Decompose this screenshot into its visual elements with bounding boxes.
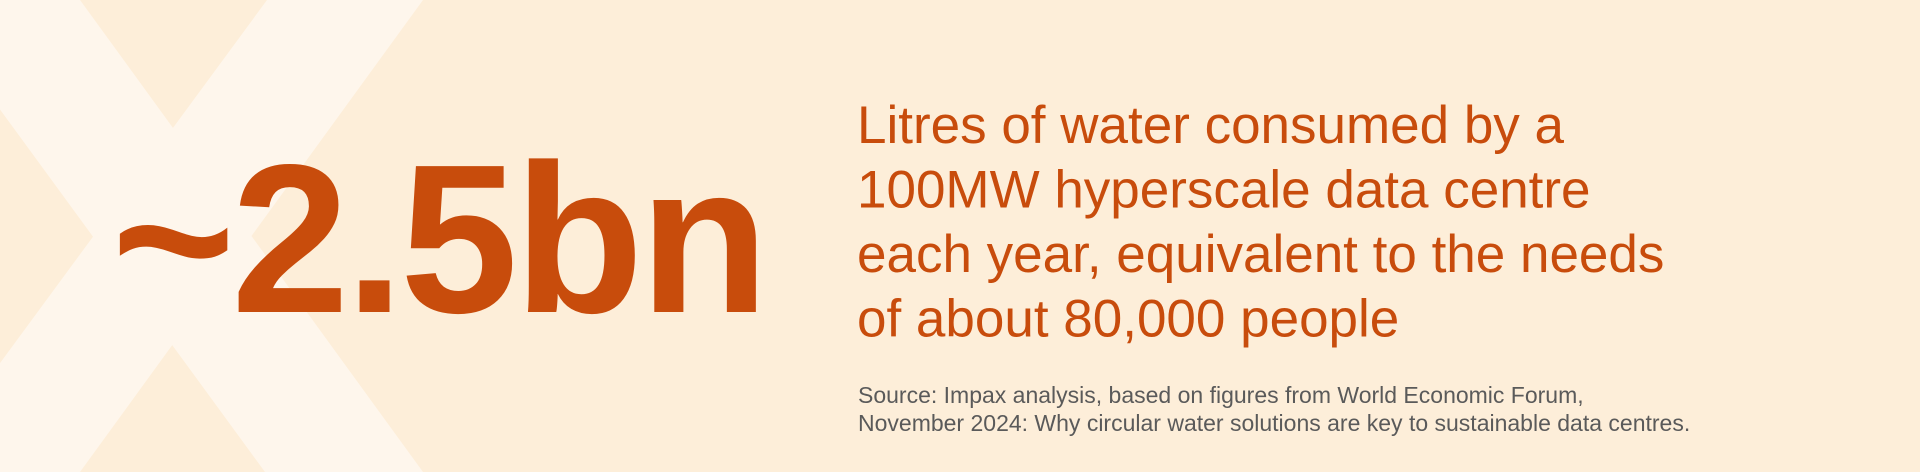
source-line: Source: Impax analysis, based on figures… xyxy=(858,382,1584,408)
source-line: November 2024: Why circular water soluti… xyxy=(858,410,1690,436)
headline-stat: ~2.5bn xyxy=(111,120,765,357)
description-line: each year, equivalent to the needs xyxy=(857,225,1664,284)
description-line: 100MW hyperscale data centre xyxy=(857,161,1591,220)
decor-band xyxy=(0,0,423,472)
description-line: Litres of water consumed by a xyxy=(857,96,1565,155)
description-line: of about 80,000 people xyxy=(857,290,1399,349)
description: Litres of water consumed by a 100MW hyper… xyxy=(857,96,1664,349)
source-note: Source: Impax analysis, based on figures… xyxy=(858,382,1690,436)
